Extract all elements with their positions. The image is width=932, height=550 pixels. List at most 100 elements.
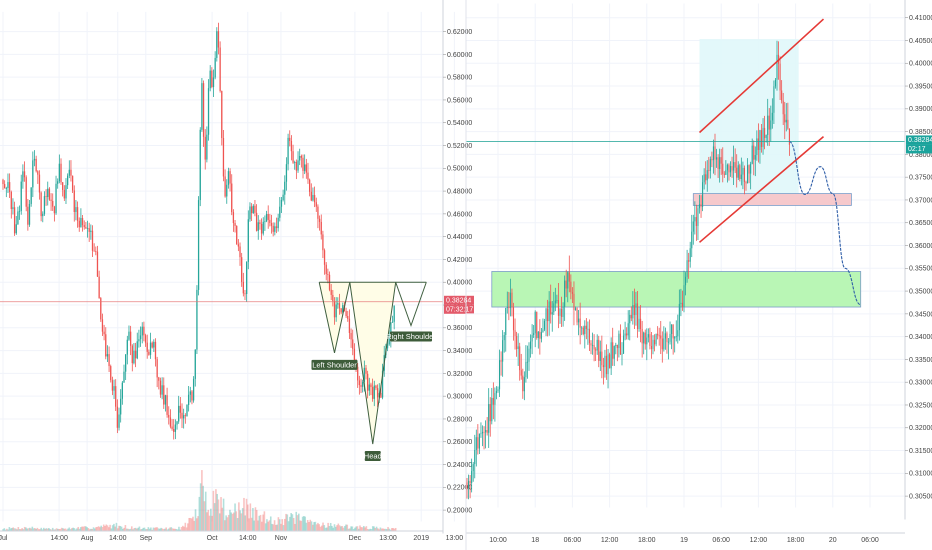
panel-left-chart[interactable]: Left Shoulder Head Right Shoulder 0.62000 0.… [0,0,474,542]
volume-bar [357,528,360,531]
y-tick-label: 0.35000 [909,288,932,295]
volume-bar [273,520,276,531]
candle-body [641,328,643,344]
candle-body [655,333,657,345]
candle-body [619,333,621,355]
volume-bar [331,525,333,531]
volume-bar [391,528,393,531]
volume-bar [374,528,377,531]
volume-bar [320,525,323,531]
volume-bar [212,490,215,531]
volume-bar [192,516,194,531]
volume-bar [343,526,346,531]
volume-bar [290,513,292,531]
x-tick-label: 06:00 [712,537,730,544]
candle-body [63,189,65,199]
volume-bar [156,527,159,531]
candle-body [472,464,474,472]
y-tick-label: 0.28000 [447,416,472,423]
volume-bar [45,528,48,531]
volume-bar [27,528,30,531]
candle-body [255,212,258,231]
volume-bar [336,525,338,531]
volume-bar [114,526,116,531]
volume-bar [240,513,243,531]
volume-bar [130,526,133,531]
candle-body [722,163,724,174]
candle-body [204,136,206,160]
candle-body [554,300,556,304]
candle-body [159,380,162,395]
volume-bar [46,528,49,531]
volume-bar [108,527,110,531]
candle-body [259,222,261,224]
candle-body [106,354,109,357]
volume-bar [91,528,94,531]
candle-body [562,306,564,317]
volume-bar [166,529,169,531]
volume-bar [60,527,63,531]
candle-body [250,206,253,214]
volume-bar [17,527,20,531]
volume-bar [370,529,373,531]
volume-bar [249,503,252,531]
candle-body [570,281,572,293]
candle-body [239,246,241,258]
volume-bar [264,523,267,531]
volume-bar [173,528,175,531]
candle-body [751,145,753,164]
candle-body [788,128,790,145]
candle-body [8,182,11,192]
candle-body [678,303,680,331]
volume-bar [377,528,379,531]
volume-bar [277,517,280,531]
candle-body [310,191,312,201]
volume-bar [119,525,122,531]
volume-bar [13,528,16,531]
candle-body [548,301,550,322]
y-tick-label: 0.40000 [447,280,472,287]
volume-bar [175,529,178,531]
volume-bar [211,515,213,531]
volume-bar [164,528,166,531]
candle-body [191,391,193,401]
left-shoulder-label: Left Shoulder [312,361,357,370]
support-zone [491,271,862,308]
panel-right-chart[interactable]: 0.41000 0.40500 0.40000 0.39500 0.39000 0.385… [466,0,932,544]
candle-body [320,221,322,235]
candle-body [272,225,274,232]
candle-body [669,333,671,342]
volume-bar [9,528,12,531]
volume-bar [88,529,91,531]
volume-bar [128,529,131,531]
candle-body [308,179,311,192]
volume-bar [213,503,216,531]
candle-body [149,342,152,355]
candle-body [274,226,276,232]
candle-body [90,230,92,232]
candle-body [338,303,341,309]
x-tick-label: Sep [140,535,153,542]
y-tick-label: 0.33500 [909,357,932,364]
volume-bar [278,519,281,531]
candle-body [42,213,44,217]
volume-bar [41,529,44,531]
volume-bar [50,529,53,531]
candle-body [691,231,693,249]
candle-body [28,203,31,225]
candle-body [468,480,470,489]
volume-bar [208,515,211,531]
volume-bar [272,524,275,531]
left-shoulder-line [318,282,351,353]
y-tick-label: 0.34000 [447,348,472,355]
candle-body [486,429,488,433]
candle-body [525,361,527,378]
volume-bar [133,528,136,531]
candle-body [731,166,733,171]
volume-bar [132,529,134,531]
candle-body [164,395,167,405]
candle-body [138,339,140,342]
volume-bar [32,528,35,531]
candle-body [129,331,132,346]
volume-bar [271,523,273,531]
